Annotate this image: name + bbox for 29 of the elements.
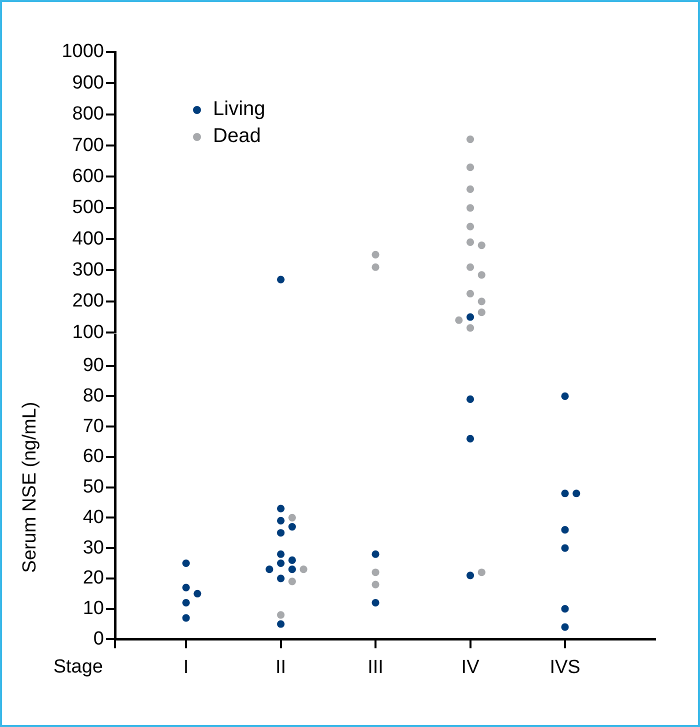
x-tick-label: IV [461, 656, 480, 678]
x-tick-label: II [276, 656, 286, 678]
x-axis-title: Stage [53, 656, 103, 678]
y-tick-label: 400 [72, 228, 104, 250]
legend-label: Living [213, 97, 266, 122]
y-tick-label: 300 [72, 259, 104, 280]
x-tick-label: III [368, 656, 384, 678]
y-tick-label: 30 [82, 537, 104, 558]
y-tick-label: 70 [82, 416, 104, 437]
y-tick-label: 0 [93, 628, 104, 650]
y-tick-label: 40 [82, 506, 104, 528]
y-tick-label: 50 [82, 476, 104, 498]
y-tick-label: 20 [82, 568, 104, 589]
y-tick-label: 60 [82, 446, 104, 468]
y-tick-label: 100 [72, 322, 104, 343]
y-tick-label: 600 [72, 166, 104, 187]
y-tick-label: 10 [82, 598, 104, 620]
y-tick-label: 200 [72, 290, 104, 312]
y-tick-label: 700 [72, 134, 104, 156]
y-tick-label: 900 [72, 72, 104, 94]
y-tick-label: 500 [72, 197, 104, 218]
legend-label: Dead [213, 124, 261, 149]
y-axis-title: Serum NSE (ng/mL) [20, 402, 41, 573]
y-tick-label: 800 [72, 104, 104, 125]
x-tick-label: I [183, 656, 189, 678]
y-tick-label: 90 [82, 355, 104, 376]
y-tick-label: 80 [82, 385, 104, 406]
x-tick-label: IVS [550, 656, 580, 678]
y-tick-label: 1000 [62, 41, 104, 62]
